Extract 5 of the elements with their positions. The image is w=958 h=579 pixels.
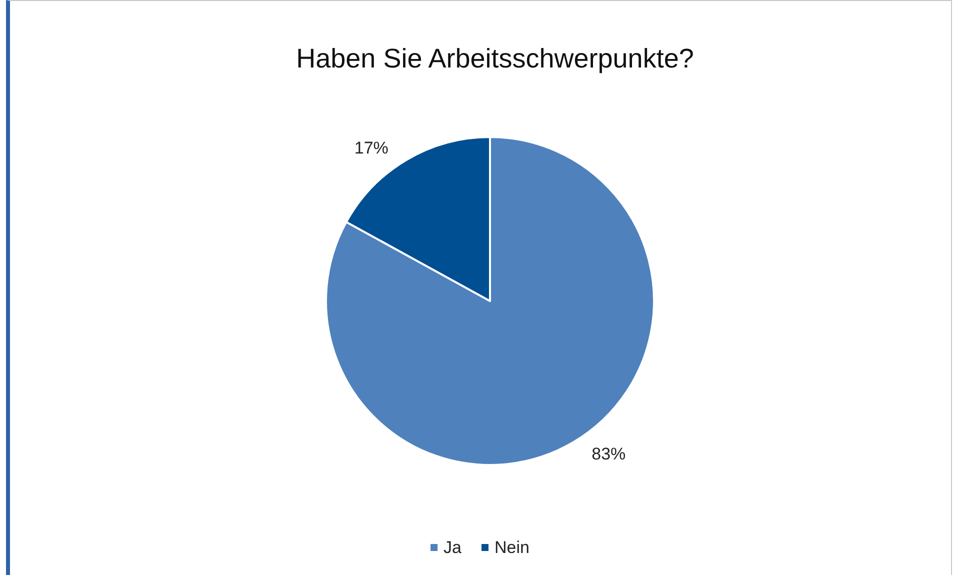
- data-label: 83%: [592, 444, 626, 464]
- data-label: 17%: [354, 138, 388, 158]
- legend-label: Nein: [494, 538, 530, 557]
- chart-title: Haben Sie Arbeitsschwerpunkte?: [296, 44, 694, 74]
- legend-label: Ja: [444, 538, 462, 557]
